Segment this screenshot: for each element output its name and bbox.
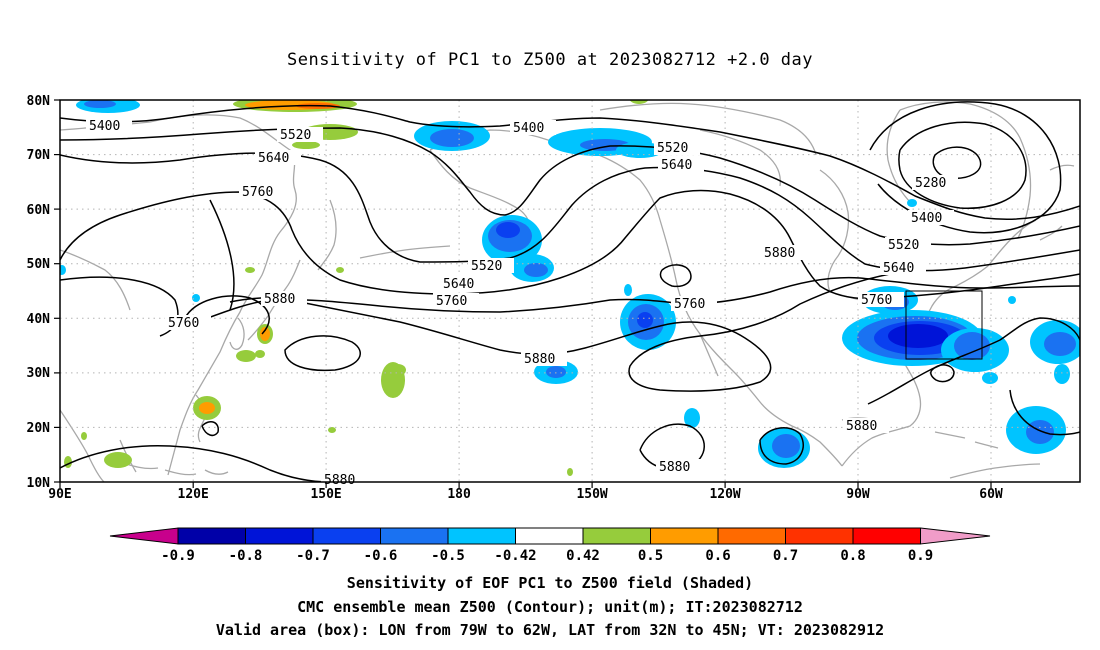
caption-shading: Sensitivity of EOF PC1 to Z500 field (Sh… bbox=[346, 574, 754, 592]
svg-text:5760: 5760 bbox=[436, 294, 467, 309]
svg-text:5520: 5520 bbox=[657, 141, 688, 156]
svg-text:5640: 5640 bbox=[443, 277, 474, 292]
latitude-labels: 80N 70N 60N 50N 40N 30N 20N 10N bbox=[27, 94, 51, 491]
lat-label-10n: 10N bbox=[27, 476, 51, 491]
colorbar-label: 0.42 bbox=[566, 548, 600, 564]
colorbar-segment bbox=[785, 527, 854, 545]
svg-text:5520: 5520 bbox=[888, 238, 919, 253]
colorbar-segment bbox=[312, 527, 381, 545]
svg-text:5760: 5760 bbox=[168, 316, 199, 331]
lat-label-50n: 50N bbox=[27, 257, 51, 272]
colorbar-label: -0.6 bbox=[364, 548, 398, 564]
colorbar-segment bbox=[650, 527, 719, 545]
lat-label-40n: 40N bbox=[27, 312, 51, 327]
svg-text:5760: 5760 bbox=[242, 185, 273, 200]
colorbar-label: 0.6 bbox=[705, 548, 730, 564]
lon-label-150w: 150W bbox=[576, 487, 607, 502]
colorbar-segment bbox=[717, 527, 786, 545]
svg-text:5400: 5400 bbox=[911, 211, 942, 226]
svg-text:5880: 5880 bbox=[764, 246, 795, 261]
lon-label-90e: 90E bbox=[48, 487, 71, 502]
lat-label-20n: 20N bbox=[27, 421, 51, 436]
lon-label-120e: 120E bbox=[178, 487, 209, 502]
svg-text:5760: 5760 bbox=[861, 293, 892, 308]
colorbar-label: -0.42 bbox=[494, 548, 536, 564]
map-frame bbox=[59, 99, 1081, 483]
colorbar-label: -0.9 bbox=[161, 548, 195, 564]
contour-labels: 5400 5520 5640 5760 5760 5880 5400 5520 … bbox=[86, 118, 958, 488]
colorbar: -0.9 -0.8 -0.7 -0.6 -0.5 -0.42 0.42 0.5 … bbox=[109, 527, 991, 564]
valid-area-box bbox=[905, 290, 983, 360]
colorbar-segment bbox=[852, 527, 921, 545]
colorbar-segment bbox=[582, 527, 651, 545]
lon-label-90w: 90W bbox=[846, 487, 870, 502]
lat-label-80n: 80N bbox=[27, 94, 51, 109]
colorbar-label: 0.5 bbox=[638, 548, 663, 564]
colorbar-segment bbox=[177, 527, 246, 545]
colorbar-label: -0.5 bbox=[431, 548, 465, 564]
lon-label-150e: 150E bbox=[310, 487, 341, 502]
lon-label-60w: 60W bbox=[979, 487, 1003, 502]
caption-valid-area: Valid area (box): LON from 79W to 62W, L… bbox=[215, 621, 885, 639]
colorbar-segment bbox=[380, 527, 449, 545]
colorbar-label: 0.7 bbox=[773, 548, 798, 564]
svg-text:5880: 5880 bbox=[324, 473, 355, 488]
colorbar-segment bbox=[245, 527, 314, 545]
colorbar-low-triangle bbox=[109, 527, 179, 545]
svg-text:5280: 5280 bbox=[915, 176, 946, 191]
lat-label-70n: 70N bbox=[27, 148, 51, 163]
caption-contour: CMC ensemble mean Z500 (Contour); unit(m… bbox=[297, 598, 803, 616]
svg-text:5400: 5400 bbox=[513, 121, 544, 136]
svg-text:5520: 5520 bbox=[280, 128, 311, 143]
map-title: Sensitivity of PC1 to Z500 at 2023082712… bbox=[286, 50, 813, 70]
colorbar-segment bbox=[447, 527, 516, 545]
svg-text:5520: 5520 bbox=[471, 259, 502, 274]
longitude-labels: 90E 120E 150E 180 150W 120W 90W 60W bbox=[48, 487, 1003, 502]
axis-ticks bbox=[54, 99, 992, 488]
colorbar-label: -0.8 bbox=[229, 548, 263, 564]
svg-text:5760: 5760 bbox=[674, 297, 705, 312]
lat-label-30n: 30N bbox=[27, 366, 51, 381]
svg-text:5880: 5880 bbox=[846, 419, 877, 434]
svg-text:5880: 5880 bbox=[524, 352, 555, 367]
svg-text:5640: 5640 bbox=[661, 158, 692, 173]
svg-text:5880: 5880 bbox=[264, 292, 295, 307]
svg-text:5400: 5400 bbox=[89, 119, 120, 134]
colorbar-label: -0.7 bbox=[296, 548, 330, 564]
colorbar-label: 0.9 bbox=[908, 548, 933, 564]
colorbar-segment bbox=[515, 527, 584, 545]
svg-text:5640: 5640 bbox=[258, 151, 289, 166]
colorbar-high-triangle bbox=[920, 527, 991, 545]
colorbar-label: 0.8 bbox=[840, 548, 865, 564]
svg-text:5640: 5640 bbox=[883, 261, 914, 276]
lon-label-180: 180 bbox=[447, 487, 471, 502]
lat-label-60n: 60N bbox=[27, 203, 51, 218]
lon-label-120w: 120W bbox=[709, 487, 740, 502]
svg-text:5880: 5880 bbox=[659, 460, 690, 475]
